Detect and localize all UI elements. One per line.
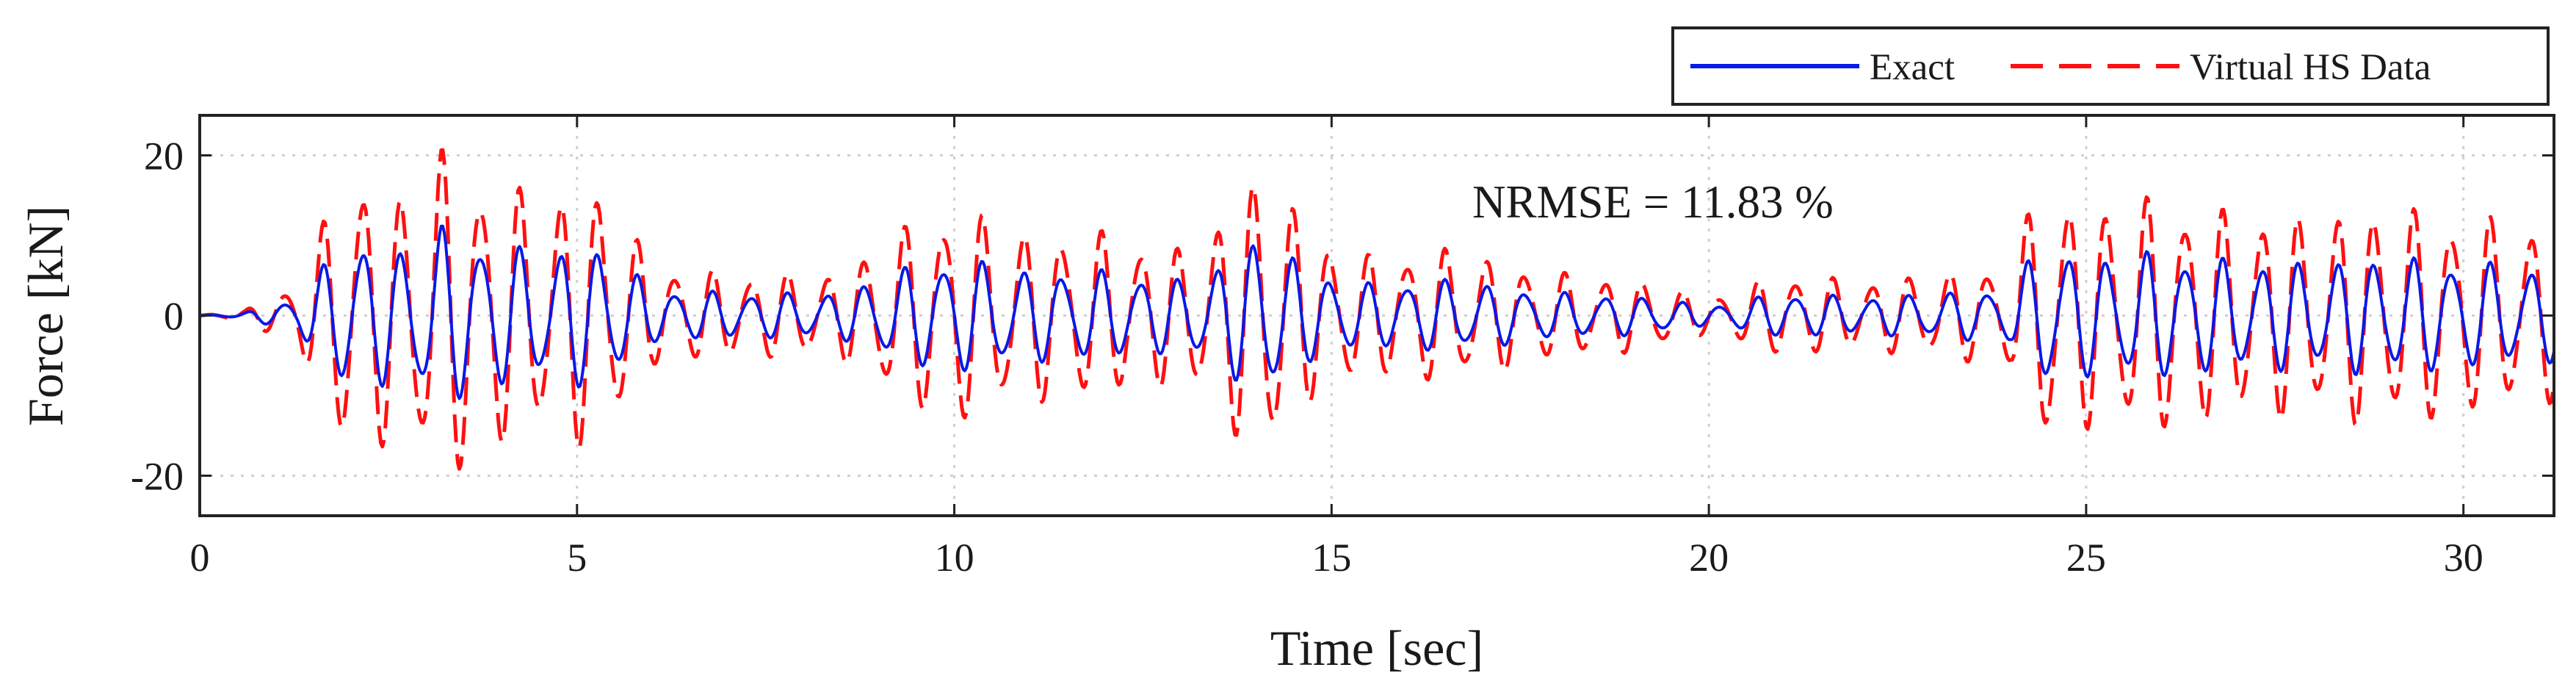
y-tick-label: -20 [131, 455, 184, 499]
x-tick-label: 25 [2066, 536, 2106, 580]
x-tick-label: 15 [1311, 536, 1351, 580]
series-exact-line [200, 224, 2555, 400]
x-tick-label: 5 [567, 536, 587, 580]
x-tick-label: 10 [935, 536, 974, 580]
y-tick-label: 0 [164, 295, 184, 339]
grid [200, 115, 2554, 516]
legend-label-virtual-hs: Virtual HS Data [2190, 47, 2431, 88]
x-tick-label: 30 [2444, 536, 2483, 580]
x-axis-label: Time [sec] [1270, 620, 1483, 676]
x-tick-label: 20 [1689, 536, 1729, 580]
plot-series [199, 148, 2556, 471]
y-tick-label: 20 [144, 134, 184, 179]
legend-label-exact: Exact [1870, 47, 1955, 88]
y-axis-label: Force [kN] [18, 206, 73, 426]
legend: Exact Virtual HS Data [1671, 26, 2550, 106]
nrmse-annotation: NRMSE = 11.83 % [1472, 176, 1834, 228]
x-tick-label: 0 [190, 536, 210, 580]
